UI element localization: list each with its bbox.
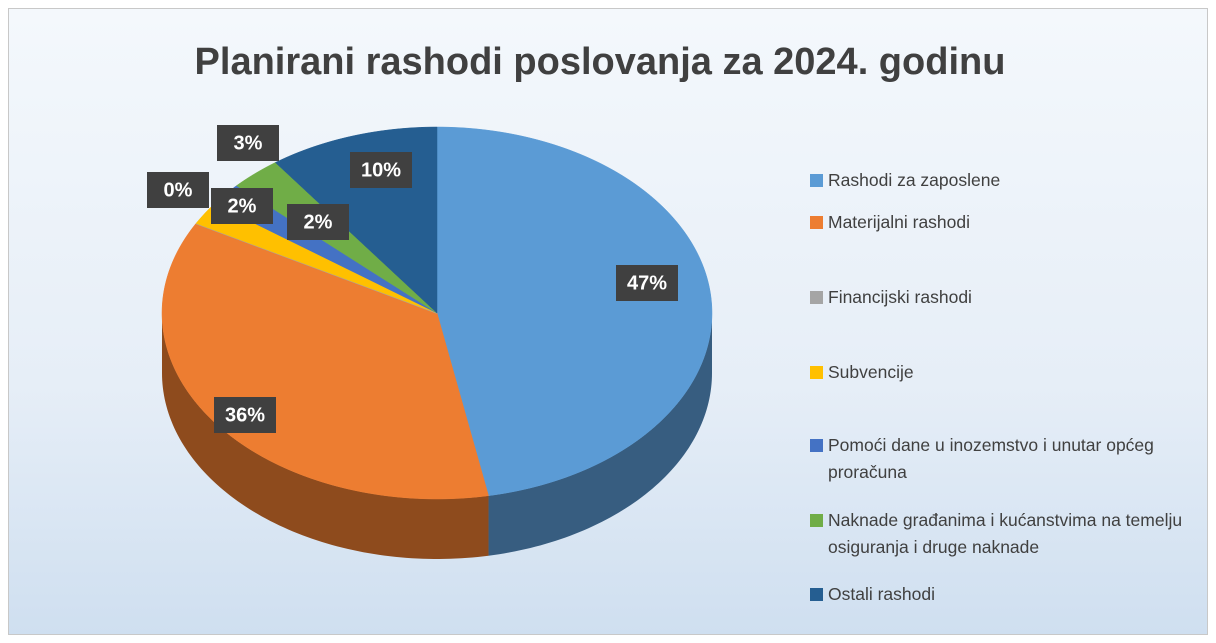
legend-label: Materijalni rashodi <box>828 212 971 232</box>
legend-swatch <box>810 174 823 187</box>
legend-label: Ostali rashodi <box>828 584 935 604</box>
legend-label: Rashodi za zaposlene <box>828 170 1001 190</box>
data-label-box <box>350 152 412 188</box>
legend-swatch <box>810 216 823 229</box>
data-label-box <box>616 265 678 301</box>
chart-title: Planirani rashodi poslovanja za 2024. go… <box>195 41 1006 83</box>
data-label: 0% <box>164 179 193 201</box>
data-label-box <box>211 188 273 224</box>
legend-label: Naknade građanima i kućanstvima na temel… <box>828 510 1183 557</box>
legend-swatch <box>810 588 823 601</box>
data-label: 2% <box>304 211 333 233</box>
legend-entry: Pomoći dane u inozemstvo i unutar općeg … <box>810 432 1183 486</box>
data-label: 47% <box>627 272 667 294</box>
legend-label: Subvencije <box>828 362 914 382</box>
data-label: 36% <box>225 404 265 426</box>
legend-swatch <box>810 291 823 304</box>
data-label-box <box>217 125 279 161</box>
data-label-box <box>214 397 276 433</box>
data-label: 3% <box>234 132 263 154</box>
legend-entry: Ostali rashodi <box>810 581 1183 608</box>
slice-side <box>488 313 712 556</box>
legend-entry: Naknade građanima i kućanstvima na temel… <box>810 507 1183 561</box>
legend-label: Pomoći dane u inozemstvo i unutar općeg … <box>828 435 1154 482</box>
legend-entry: Rashodi za zaposlene <box>810 167 1183 194</box>
data-label: 10% <box>361 159 401 181</box>
legend-label: Financijski rashodi <box>828 287 972 307</box>
slice <box>436 126 713 496</box>
legend-entry: Financijski rashodi <box>810 284 1183 311</box>
legend-swatch <box>810 514 823 527</box>
slice-side <box>162 313 489 559</box>
legend-entry: Subvencije <box>810 359 1183 386</box>
legend-swatch <box>810 439 823 452</box>
data-label-box <box>287 204 349 240</box>
legend-entry: Materijalni rashodi <box>810 209 1183 236</box>
data-label-box <box>147 172 209 208</box>
data-label: 2% <box>228 195 257 217</box>
legend-swatch <box>810 366 823 379</box>
